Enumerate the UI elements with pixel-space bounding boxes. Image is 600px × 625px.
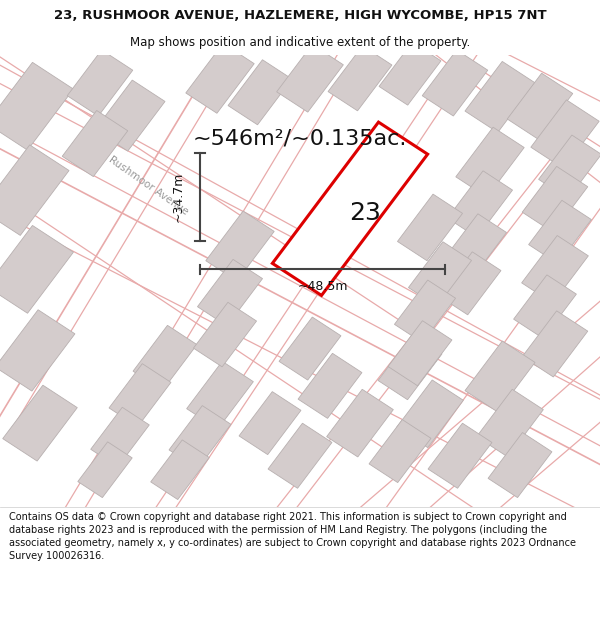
Polygon shape xyxy=(109,364,171,427)
Polygon shape xyxy=(522,311,588,377)
Polygon shape xyxy=(239,392,301,454)
Polygon shape xyxy=(379,42,441,105)
Polygon shape xyxy=(95,80,165,151)
Polygon shape xyxy=(476,389,544,457)
Text: Map shows position and indicative extent of the property.: Map shows position and indicative extent… xyxy=(130,36,470,49)
Polygon shape xyxy=(394,280,455,342)
Polygon shape xyxy=(539,135,600,199)
Polygon shape xyxy=(465,61,535,132)
Polygon shape xyxy=(206,211,274,281)
Polygon shape xyxy=(456,127,524,197)
Polygon shape xyxy=(67,50,133,116)
Text: Contains OS data © Crown copyright and database right 2021. This information is : Contains OS data © Crown copyright and d… xyxy=(9,512,576,561)
Text: ~546m²/~0.135ac.: ~546m²/~0.135ac. xyxy=(193,129,407,149)
Polygon shape xyxy=(378,334,442,400)
Polygon shape xyxy=(409,242,472,306)
Text: ~34.7m: ~34.7m xyxy=(172,172,185,222)
Text: Rushmoor Avenue: Rushmoor Avenue xyxy=(106,154,190,217)
Polygon shape xyxy=(397,380,463,448)
Polygon shape xyxy=(397,194,463,261)
Polygon shape xyxy=(0,145,69,236)
Polygon shape xyxy=(428,423,492,488)
Polygon shape xyxy=(169,406,231,469)
Polygon shape xyxy=(0,62,73,150)
Polygon shape xyxy=(193,302,257,367)
Polygon shape xyxy=(268,423,332,488)
Polygon shape xyxy=(388,321,452,386)
Polygon shape xyxy=(531,100,599,169)
Polygon shape xyxy=(3,385,77,461)
Polygon shape xyxy=(91,408,149,467)
Text: 23, RUSHMOOR AVENUE, HAZLEMERE, HIGH WYCOMBE, HP15 7NT: 23, RUSHMOOR AVENUE, HAZLEMERE, HIGH WYC… xyxy=(53,9,547,22)
Polygon shape xyxy=(369,419,431,482)
Polygon shape xyxy=(0,226,73,313)
Polygon shape xyxy=(465,341,535,412)
Polygon shape xyxy=(326,389,394,457)
Polygon shape xyxy=(514,275,577,338)
Polygon shape xyxy=(298,353,362,418)
Polygon shape xyxy=(422,50,488,116)
Polygon shape xyxy=(186,43,254,113)
Polygon shape xyxy=(443,214,506,278)
Polygon shape xyxy=(448,171,512,238)
Polygon shape xyxy=(187,361,253,429)
Polygon shape xyxy=(488,432,552,498)
Polygon shape xyxy=(522,166,588,232)
Polygon shape xyxy=(507,73,573,139)
Polygon shape xyxy=(78,442,132,498)
Text: ~48.5m: ~48.5m xyxy=(297,279,348,292)
Polygon shape xyxy=(151,440,209,499)
Polygon shape xyxy=(521,236,589,303)
Polygon shape xyxy=(439,252,501,315)
Polygon shape xyxy=(328,46,392,111)
Polygon shape xyxy=(228,60,292,125)
Polygon shape xyxy=(529,200,592,264)
Polygon shape xyxy=(279,317,341,380)
Polygon shape xyxy=(197,259,263,326)
Polygon shape xyxy=(62,111,128,177)
Text: 23: 23 xyxy=(349,201,381,226)
Polygon shape xyxy=(0,310,75,391)
Polygon shape xyxy=(277,44,343,112)
Polygon shape xyxy=(133,326,197,391)
Polygon shape xyxy=(272,122,428,296)
